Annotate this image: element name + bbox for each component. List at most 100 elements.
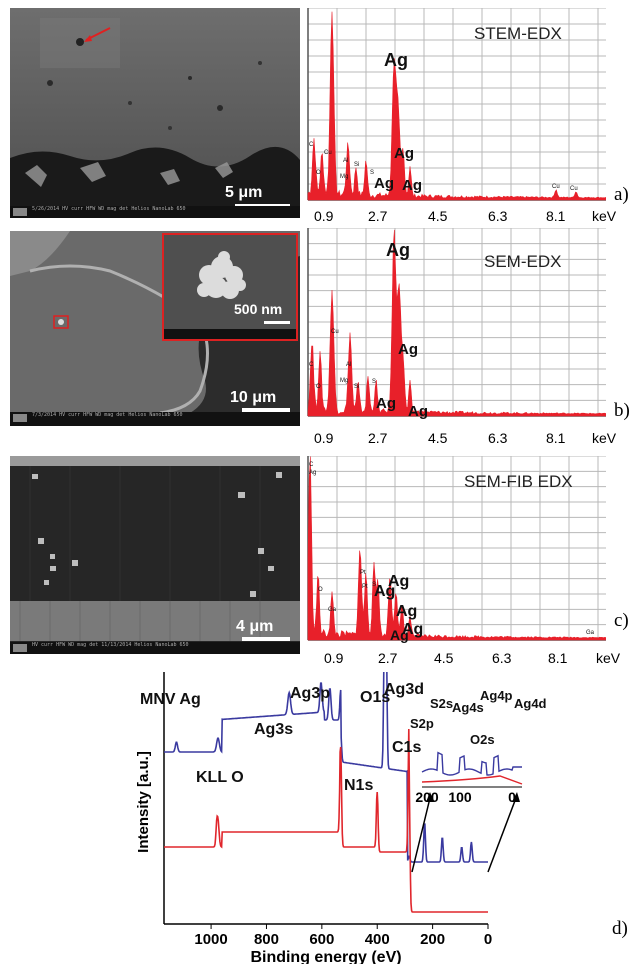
- element-peak-label: Cu: [570, 186, 578, 192]
- tick-b-0: 0.9: [314, 430, 333, 446]
- xps-peak-label-ag4p: Ag4p: [480, 688, 513, 703]
- tick-c-0: 0.9: [324, 650, 343, 666]
- sem-image-a: 5 μm 5/26/2014 HV curr HFW WD mag det He…: [10, 8, 300, 218]
- panel-label-a: a): [614, 184, 629, 206]
- spectrum-c-title: SEM-FIB EDX: [464, 472, 573, 492]
- element-peak-label: O: [318, 587, 323, 593]
- sem-info-bar-b: 7/3/2014 HV curr HFW WD mag det Helios N…: [10, 412, 300, 426]
- ag-peak-label: Ag: [396, 603, 417, 620]
- element-peak-label: S: [372, 379, 376, 385]
- sem-info-text-a: 5/26/2014 HV curr HFW WD mag det Helios …: [32, 206, 186, 212]
- spectrum-c: Ag Ag Ag Ag Ag C Ag O Ga Pt Pt S Ga SEM-FIB EDX: [306, 456, 606, 648]
- element-peak-label: O: [316, 384, 321, 390]
- tick-c-3: 6.3: [492, 650, 511, 666]
- xps-y-axis-label: Intensity [a.u.]: [135, 751, 152, 853]
- tick-a-2: 4.5: [428, 208, 447, 224]
- spectrum-b: Ag Ag Ag Ag C O Cu Al Mg Si S SEM-EDX: [306, 228, 606, 424]
- tick-a-1: 2.7: [368, 208, 387, 224]
- ag-peak-label: Ag: [408, 403, 428, 420]
- sem-info-bar-c: HV curr HFW WD mag det 11/13/2014 Helios…: [10, 642, 300, 654]
- tick-c-4: 8.1: [548, 650, 567, 666]
- xps-x-axis-label: Binding energy (eV): [250, 949, 401, 964]
- xps-peak-label-ag3d: Ag3d: [384, 681, 424, 698]
- tick-a-4: 8.1: [546, 208, 565, 224]
- ag-peak-label: Ag: [384, 50, 408, 70]
- ag-peak-label: Ag: [394, 145, 414, 162]
- sem-info-text-b: 7/3/2014 HV curr HFW WD mag det Helios N…: [32, 412, 183, 418]
- sem-image-b: 500 nm 10 μm 7/3/2014 HV curr HFW WD mag…: [10, 231, 300, 426]
- xps-peak-label-n1s: N1s: [344, 777, 373, 794]
- inset-scale-bar-b: [264, 321, 290, 324]
- element-peak-label: S: [372, 582, 376, 588]
- element-peak-label: Pt: [360, 570, 366, 576]
- tick-c-2: 4.5: [434, 650, 453, 666]
- element-peak-label: Cu: [552, 184, 560, 190]
- ag-peak-label: Ag: [398, 341, 418, 358]
- xps-peak-label-mnv_ag: MNV Ag: [140, 691, 201, 708]
- element-peak-label: Al: [346, 362, 351, 368]
- fei-logo-icon-b: [13, 414, 27, 422]
- tick-b-1: 2.7: [368, 430, 387, 446]
- element-peak-label: Ga: [586, 630, 595, 636]
- fei-logo-icon-c: [13, 644, 27, 652]
- element-peak-label: Cu: [324, 150, 332, 156]
- scale-label-b: 10 μm: [230, 389, 276, 407]
- panel-label-d: d): [612, 918, 628, 940]
- spectrum-b-ticks: 0.9 2.7 4.5 6.3 8.1 keV: [306, 430, 636, 450]
- tick-c-1: 2.7: [378, 650, 397, 666]
- xps-x-tick-label: 600: [309, 931, 334, 948]
- element-peak-label: O: [316, 170, 321, 176]
- xps-x-tick-label: 0: [484, 931, 492, 948]
- tick-b-unit: keV: [592, 430, 616, 446]
- sem-info-text-c: HV curr HFW WD mag det 11/13/2014 Helios…: [32, 642, 189, 648]
- inset-tick-label: 200: [415, 789, 439, 805]
- xps-x-tick-label: 1000: [194, 931, 227, 948]
- tick-a-unit: keV: [592, 208, 616, 224]
- xps-peak-label-ag3p: Ag3p: [290, 685, 330, 702]
- arrow-icon: [488, 798, 516, 872]
- element-peak-label: Pt: [362, 584, 368, 590]
- tick-c-unit: keV: [596, 650, 620, 666]
- sem-image-c: 4 μm HV curr HFW WD mag det 11/13/2014 H…: [10, 456, 300, 654]
- xps-peak-label-s2s: S2s: [430, 696, 453, 711]
- ag-peak-label: Ag: [374, 583, 395, 600]
- fei-logo-icon: [13, 208, 27, 216]
- inset-tick-label: 100: [448, 789, 472, 805]
- xps-peak-label-s2p: S2p: [410, 716, 434, 731]
- element-peak-label: S: [370, 170, 374, 176]
- inset-scale-label-b: 500 nm: [234, 301, 282, 317]
- scale-bar-c: [242, 637, 290, 641]
- spectrum-a-ticks: 0.9 2.7 4.5 6.3 8.1 keV: [306, 208, 636, 228]
- element-peak-label: Al: [343, 158, 348, 164]
- xps-x-tick-label: 200: [420, 931, 445, 948]
- spectrum-a: Ag Ag Ag Ag C O Cu Al Mg Si S Cu Cu STEM-EDX: [306, 8, 606, 208]
- xps-peak-label-o2s: O2s: [470, 732, 495, 747]
- spectrum-b-title: SEM-EDX: [484, 252, 561, 272]
- xps-red-curve: [164, 729, 488, 912]
- xps-chart: 1000 800 600 400 200 0 Binding energy (eV) Inte…: [130, 672, 610, 964]
- panel-label-c: c): [614, 610, 629, 632]
- sem-info-bar-a: 5/26/2014 HV curr HFW WD mag det Helios …: [10, 206, 300, 218]
- scale-label-c: 4 μm: [236, 618, 273, 636]
- element-peak-label: Mg: [340, 378, 348, 384]
- xps-peak-label-kll_o: KLL O: [196, 769, 244, 786]
- element-peak-label: Si: [354, 162, 359, 168]
- ag-peak-label: Ag: [390, 627, 409, 643]
- element-peak-label: Ga: [328, 607, 337, 613]
- element-peak-label: C: [309, 362, 314, 368]
- ag-peak-label: Ag: [386, 240, 410, 260]
- xps-peak-label-ag3s: Ag3s: [254, 721, 293, 738]
- inset-image-b: 500 nm: [162, 233, 298, 341]
- inset-blue-curve: [422, 753, 522, 775]
- tick-a-0: 0.9: [314, 208, 333, 224]
- tick-b-4: 8.1: [546, 430, 565, 446]
- element-peak-label: Mg: [340, 174, 348, 180]
- element-peak-label: C: [309, 142, 314, 148]
- xps-peak-label-ag4d: Ag4d: [514, 696, 547, 711]
- ag-peak-label: Ag: [374, 175, 394, 192]
- xps-x-tick-label: 800: [254, 931, 279, 948]
- element-peak-label: C: [309, 462, 314, 468]
- ag-peak-label: Ag: [402, 177, 422, 194]
- scale-label-a: 5 μm: [225, 184, 262, 202]
